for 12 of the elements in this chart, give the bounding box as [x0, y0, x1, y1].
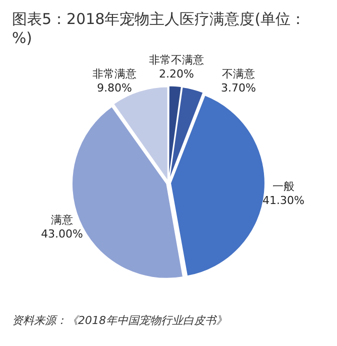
data-label: 43.00% — [40, 227, 83, 240]
slice-label: 满意 — [50, 213, 73, 226]
data-label: 3.70% — [221, 82, 256, 95]
data-label: 9.80% — [97, 82, 132, 95]
text: 资料来源：《2018年中国宠物行业白皮书》 — [11, 313, 228, 329]
slice-label: 不满意 — [222, 68, 255, 81]
slice-label: 非常不满意 — [148, 54, 204, 67]
chart-title: 图表5：2018年宠物主人医疗满意度(单位：%) — [11, 9, 307, 49]
data-label: 2.20% — [159, 68, 194, 81]
slice-label: 一般 — [272, 180, 294, 194]
slice-label: 非常满意 — [92, 68, 136, 81]
data-label: 41.30% — [262, 194, 304, 208]
